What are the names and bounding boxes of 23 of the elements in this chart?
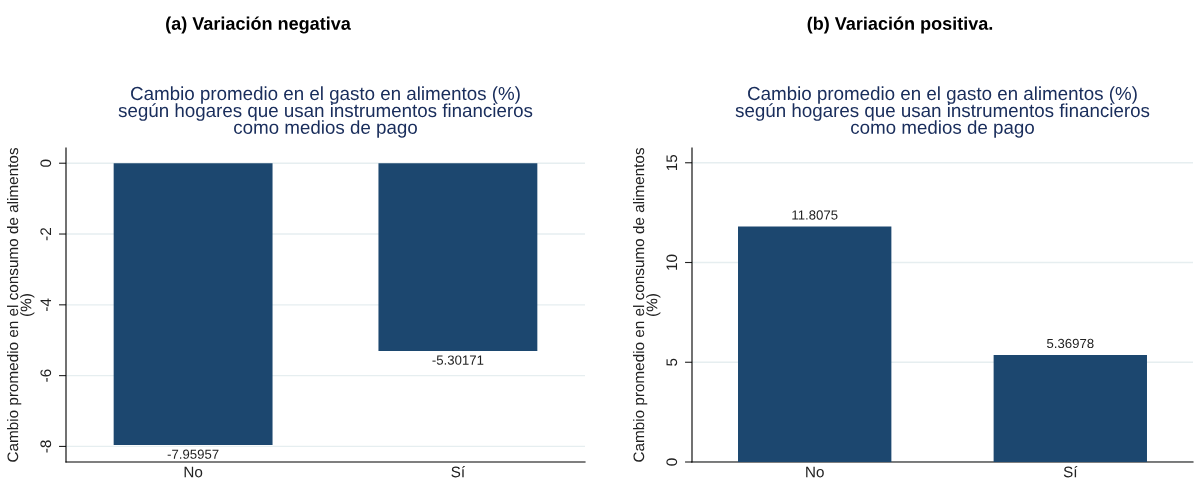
- y-axis-title: Cambio promedio en el consumo de alimentos (%): [7, 148, 35, 462]
- data-label: -7.95957: [167, 449, 219, 459]
- y-tick-label: -6: [40, 369, 52, 382]
- y-tick-label: -8: [40, 440, 52, 453]
- y-tick-label: -4: [40, 298, 52, 311]
- y-tick-label: 5: [666, 358, 678, 366]
- x-tick-label: No: [806, 466, 824, 478]
- data-label: 5.36978: [1046, 338, 1094, 349]
- data-label: 11.8075: [792, 210, 838, 220]
- x-tick-label: Sí: [1063, 465, 1078, 478]
- chart-subtitle: Cambio promedio en el gasto en alimentos (%) según hogares que usan instrumentos financieros como medios de pago: [118, 86, 533, 138]
- y-tick-label: 15: [666, 154, 678, 171]
- x-tick-label: No: [184, 466, 203, 478]
- y-tick-label: 10: [666, 254, 678, 270]
- y-tick-label: -2: [40, 228, 52, 241]
- chart-title: (a) Variación negativa: [166, 16, 351, 34]
- y-axis-title: Cambio promedio en el consumo de alimentos (%): [633, 148, 661, 462]
- y-tick-label: 0: [666, 458, 678, 466]
- chart-subtitle: Cambio promedio en el gasto en alimentos (%) según hogares que usan instrumentos financieros como medios de pago: [735, 86, 1150, 138]
- x-tick-label: Sí: [451, 465, 466, 478]
- y-tick-label: 0: [40, 159, 52, 167]
- chart-title: (b) Variación positiva.: [807, 16, 993, 34]
- data-label: -5.30171: [432, 355, 484, 365]
